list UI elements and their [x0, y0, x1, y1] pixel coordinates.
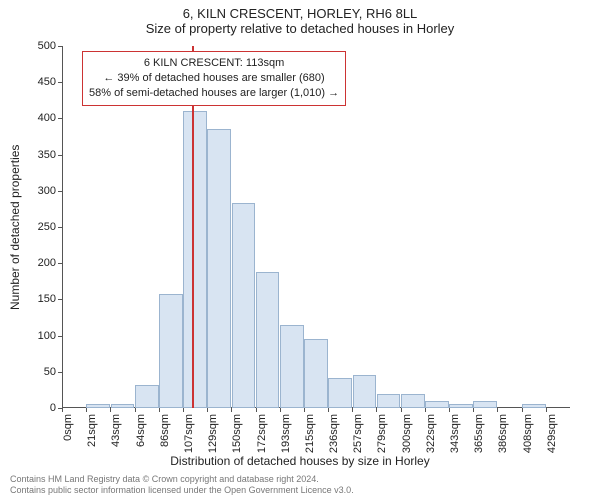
x-tick-label: 86sqm	[159, 414, 171, 454]
y-tick-label: 300	[0, 185, 56, 197]
histogram-bar	[377, 394, 401, 408]
x-tick-label: 172sqm	[256, 414, 268, 454]
x-tick	[401, 408, 402, 412]
x-tick-label: 322sqm	[425, 414, 437, 454]
y-tick	[58, 46, 62, 47]
callout-line-3: 58% of semi-detached houses are larger (…	[89, 86, 339, 101]
x-tick-label: 64sqm	[135, 414, 147, 454]
x-tick	[231, 408, 232, 412]
y-tick-label: 400	[0, 112, 56, 124]
histogram-bar	[183, 111, 207, 408]
x-tick-label: 215sqm	[304, 414, 316, 454]
x-tick-label: 386sqm	[497, 414, 509, 454]
x-tick	[352, 408, 353, 412]
x-tick-label: 193sqm	[280, 414, 292, 454]
y-tick-label: 200	[0, 257, 56, 269]
y-tick	[58, 191, 62, 192]
x-tick	[86, 408, 87, 412]
y-tick-label: 100	[0, 330, 56, 342]
x-tick	[256, 408, 257, 412]
x-tick	[522, 408, 523, 412]
chart-title: 6, KILN CRESCENT, HORLEY, RH6 8LL	[0, 0, 600, 21]
x-tick	[376, 408, 377, 412]
y-axis-line	[62, 46, 63, 408]
chart-plot-area: 6 KILN CRESCENT: 113sqm← 39% of detached…	[62, 46, 570, 408]
x-tick	[280, 408, 281, 412]
histogram-bar	[401, 394, 425, 408]
histogram-bar	[353, 375, 377, 408]
x-tick	[546, 408, 547, 412]
x-tick-label: 365sqm	[473, 414, 485, 454]
histogram-bar	[304, 339, 328, 408]
x-tick-label: 408sqm	[522, 414, 534, 454]
x-tick	[497, 408, 498, 412]
y-tick-label: 0	[0, 402, 56, 414]
histogram-bar	[328, 378, 352, 408]
x-tick-label: 236sqm	[328, 414, 340, 454]
y-tick	[58, 227, 62, 228]
histogram-bar	[473, 401, 497, 408]
x-tick	[207, 408, 208, 412]
histogram-bar	[256, 272, 280, 408]
x-tick	[183, 408, 184, 412]
y-tick	[58, 263, 62, 264]
x-tick-label: 129sqm	[207, 414, 219, 454]
x-axis-label: Distribution of detached houses by size …	[0, 454, 600, 468]
x-tick	[449, 408, 450, 412]
x-tick-label: 43sqm	[110, 414, 122, 454]
footer-attribution: Contains HM Land Registry data © Crown c…	[10, 474, 354, 496]
y-tick-label: 50	[0, 366, 56, 378]
x-tick	[425, 408, 426, 412]
x-tick-label: 279sqm	[376, 414, 388, 454]
footer-line-2: Contains public sector information licen…	[10, 485, 354, 496]
y-tick-label: 500	[0, 40, 56, 52]
x-tick-label: 107sqm	[183, 414, 195, 454]
x-tick	[159, 408, 160, 412]
y-tick	[58, 336, 62, 337]
histogram-bar	[207, 129, 231, 408]
histogram-bar	[135, 385, 159, 408]
x-tick	[62, 408, 63, 412]
x-tick	[328, 408, 329, 412]
y-tick	[58, 299, 62, 300]
x-tick-label: 343sqm	[449, 414, 461, 454]
histogram-bar	[280, 325, 304, 408]
callout-line-1: 6 KILN CRESCENT: 113sqm	[89, 56, 339, 71]
x-tick-label: 150sqm	[231, 414, 243, 454]
y-tick	[58, 118, 62, 119]
callout-line-2: ← 39% of detached houses are smaller (68…	[89, 71, 339, 86]
y-tick	[58, 82, 62, 83]
y-tick-label: 150	[0, 293, 56, 305]
histogram-bar	[425, 401, 449, 408]
histogram-bar	[522, 404, 546, 408]
x-tick	[304, 408, 305, 412]
y-tick	[58, 155, 62, 156]
x-tick-label: 0sqm	[62, 414, 74, 454]
y-tick-label: 250	[0, 221, 56, 233]
x-tick-label: 300sqm	[401, 414, 413, 454]
x-tick-label: 429sqm	[546, 414, 558, 454]
x-tick-label: 257sqm	[352, 414, 364, 454]
x-tick	[473, 408, 474, 412]
y-tick	[58, 372, 62, 373]
callout-box: 6 KILN CRESCENT: 113sqm← 39% of detached…	[82, 51, 346, 106]
x-tick	[110, 408, 111, 412]
histogram-bar	[86, 404, 110, 408]
histogram-bar	[159, 294, 183, 408]
y-tick-label: 350	[0, 149, 56, 161]
histogram-bar	[232, 203, 256, 408]
chart-subtitle: Size of property relative to detached ho…	[0, 21, 600, 38]
histogram-bar	[111, 404, 135, 408]
y-tick-label: 450	[0, 76, 56, 88]
histogram-bar	[449, 404, 473, 408]
x-tick	[135, 408, 136, 412]
footer-line-1: Contains HM Land Registry data © Crown c…	[10, 474, 354, 485]
x-tick-label: 21sqm	[86, 414, 98, 454]
